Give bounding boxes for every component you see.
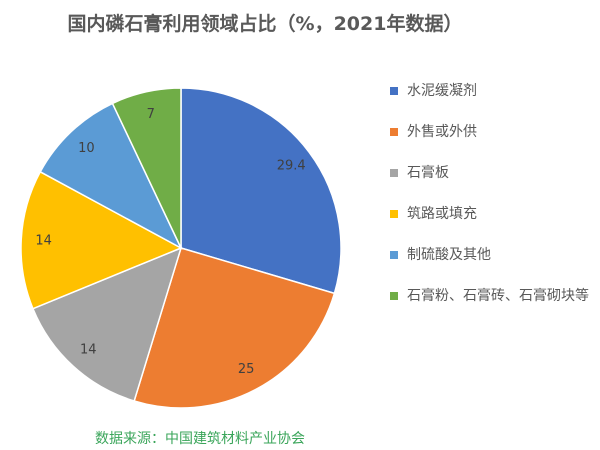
data-label: 14 <box>35 234 52 249</box>
data-label: 7 <box>147 107 155 122</box>
pie-slice <box>20 170 183 310</box>
pie-slice <box>180 87 342 295</box>
legend-swatch <box>390 169 398 177</box>
legend-item: 石膏粉、石膏砖、石膏砌块等 <box>390 287 595 305</box>
legend-swatch <box>390 210 398 218</box>
legend-swatch <box>390 128 398 136</box>
pie-chart: 29.4 25 14 14 10 7 <box>20 87 342 409</box>
legend-label: 水泥缓凝剂 <box>407 83 477 99</box>
data-label: 10 <box>78 141 95 156</box>
pie-slice <box>111 87 182 249</box>
legend-swatch <box>390 292 398 300</box>
legend-swatch <box>390 87 398 95</box>
source-note: 数据来源：中国建筑材料产业协会 <box>95 431 305 447</box>
data-label: 14 <box>80 343 97 358</box>
pie-slice <box>133 247 336 409</box>
legend-swatch <box>390 251 398 259</box>
legend-label: 石膏板 <box>407 165 449 181</box>
chart-title: 国内磷石膏利用领域占比（%，2021年数据） <box>67 13 463 35</box>
legend-item: 制硫酸及其他 <box>390 246 595 264</box>
legend-item: 石膏板 <box>390 164 595 182</box>
legend-label: 筑路或填充 <box>407 206 477 222</box>
legend-label: 制硫酸及其他 <box>407 247 491 263</box>
pie-slice <box>39 102 183 250</box>
legend-item: 外售或外供 <box>390 123 595 141</box>
legend-label: 外售或外供 <box>407 124 477 140</box>
legend: 水泥缓凝剂外售或外供石膏板筑路或填充制硫酸及其他石膏粉、石膏砖、石膏砌块等 <box>390 82 595 328</box>
pie-slice <box>31 246 183 402</box>
legend-item: 水泥缓凝剂 <box>390 82 595 100</box>
data-label: 29.4 <box>277 159 306 174</box>
legend-item: 筑路或填充 <box>390 205 595 223</box>
legend-label: 石膏粉、石膏砖、石膏砌块等 <box>407 288 589 304</box>
data-label: 25 <box>238 362 255 377</box>
